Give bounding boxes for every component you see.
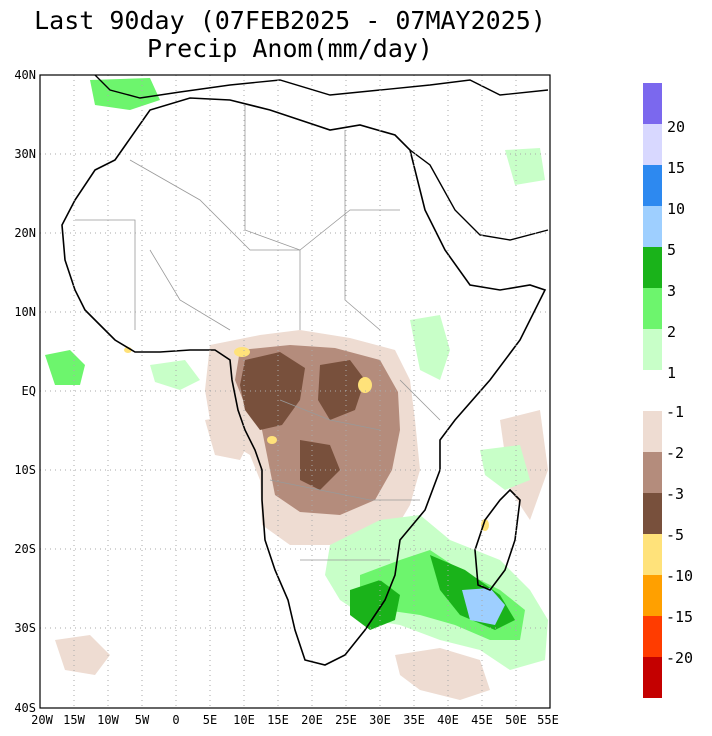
africa-coastline	[61, 97, 547, 666]
extreme-dry-spot-congo	[358, 377, 372, 393]
negative-label-2: -3	[666, 485, 684, 503]
lat-label-40n: 40N	[14, 68, 36, 82]
negative-label-3: -5	[666, 526, 684, 544]
negative-label-5: -15	[666, 608, 693, 626]
lat-label-30n: 30N	[14, 147, 36, 161]
extreme-dry-spot-cameroon	[234, 347, 250, 357]
madagascar-coastline	[474, 488, 521, 591]
positive-label-3: 5	[667, 241, 676, 259]
negative-swatch-4	[643, 575, 662, 616]
positive-label-1: 15	[667, 159, 685, 177]
positive-label-5: 2	[667, 323, 676, 341]
dry-anomaly-gulf	[205, 415, 250, 460]
negative-swatch-5	[643, 616, 662, 657]
lon-label-0: 0	[172, 713, 179, 727]
lon-label-10e: 10E	[233, 713, 255, 727]
dry-anomaly-atlantic	[55, 635, 110, 675]
lon-label-15w: 15W	[63, 713, 85, 727]
lon-label-25e: 25E	[335, 713, 357, 727]
negative-label-1: -2	[666, 444, 684, 462]
europe-coastline	[94, 74, 549, 99]
lon-label-5e: 5E	[203, 713, 217, 727]
map-frame	[39, 74, 551, 709]
negative-label-0: -1	[666, 403, 684, 421]
wet-anomaly-fields	[45, 78, 548, 670]
lon-label-5w: 5W	[135, 713, 150, 727]
negative-swatch-3	[643, 534, 662, 575]
wet-anomaly-guinea	[45, 350, 85, 385]
positive-label-6: 1	[667, 364, 676, 382]
lon-label-40e: 40E	[437, 713, 459, 727]
positive-label-2: 10	[667, 200, 685, 218]
negative-swatch-1	[643, 452, 662, 493]
lon-label-20e: 20E	[301, 713, 323, 727]
negative-label-6: -20	[666, 649, 693, 667]
lon-label-45e: 45E	[471, 713, 493, 727]
positive-swatch-1	[643, 124, 662, 165]
gridlines	[40, 75, 550, 708]
lat-label-20n: 20N	[14, 226, 36, 240]
positive-legend: 20 15 10 5 3 2 1	[643, 83, 685, 382]
title-line-1: Last 90day (07FEB2025 - 07MAY2025)	[34, 6, 546, 35]
positive-swatch-2	[643, 165, 662, 206]
extreme-dry-spot-angola	[267, 436, 277, 444]
latitude-labels: 40N 30N 20N 10N EQ 10S 20S 30S 40S	[14, 68, 36, 715]
lon-label-15e: 15E	[267, 713, 289, 727]
wet-anomaly-atlantic-2	[150, 360, 200, 390]
dry-anomaly-strong-2	[318, 360, 365, 420]
negative-swatch-2	[643, 493, 662, 534]
lon-label-50e: 50E	[505, 713, 527, 727]
wet-anomaly-mozambique-channel	[462, 588, 505, 625]
positive-swatch-6	[643, 329, 662, 370]
lat-label-10n: 10N	[14, 305, 36, 319]
arabia-coastline	[409, 149, 549, 241]
wet-anomaly-east-africa-2	[480, 445, 530, 490]
lon-label-20w: 20W	[31, 713, 53, 727]
lon-label-10w: 10W	[97, 713, 119, 727]
positive-swatch-3	[643, 206, 662, 247]
negative-swatch-0	[643, 411, 662, 452]
longitude-labels: 20W 15W 10W 5W 0 5E 10E 15E 20E 25E 30E …	[31, 713, 559, 727]
positive-swatch-0	[643, 83, 662, 124]
positive-swatch-4	[643, 247, 662, 288]
lat-label-40s: 40S	[14, 701, 36, 715]
lon-label-55e: 55E	[537, 713, 559, 727]
positive-swatch-5	[643, 288, 662, 329]
negative-swatch-6	[643, 657, 662, 698]
positive-label-4: 3	[667, 282, 676, 300]
lat-label-10s: 10S	[14, 463, 36, 477]
country-borders	[75, 105, 441, 561]
positive-label-0: 20	[667, 118, 685, 136]
negative-label-4: -10	[666, 567, 693, 585]
map-panel	[39, 74, 551, 709]
title-line-2: Precip Anom(mm/day)	[147, 34, 433, 63]
dry-anomaly-strong	[240, 352, 305, 430]
lat-label-eq: EQ	[22, 384, 36, 398]
lon-label-35e: 35E	[403, 713, 425, 727]
wet-anomaly-east-africa	[410, 315, 450, 380]
lon-label-30e: 30E	[369, 713, 391, 727]
wet-anomaly-arabia	[505, 148, 545, 185]
dry-anomaly-strong-3	[300, 440, 340, 490]
lat-label-30s: 30S	[14, 621, 36, 635]
lat-label-20s: 20S	[14, 542, 36, 556]
negative-legend: -1 -2 -3 -5 -10 -15 -20	[643, 403, 693, 698]
extreme-dry-spots	[124, 347, 489, 531]
dry-anomaly-ocean-south	[395, 648, 490, 700]
